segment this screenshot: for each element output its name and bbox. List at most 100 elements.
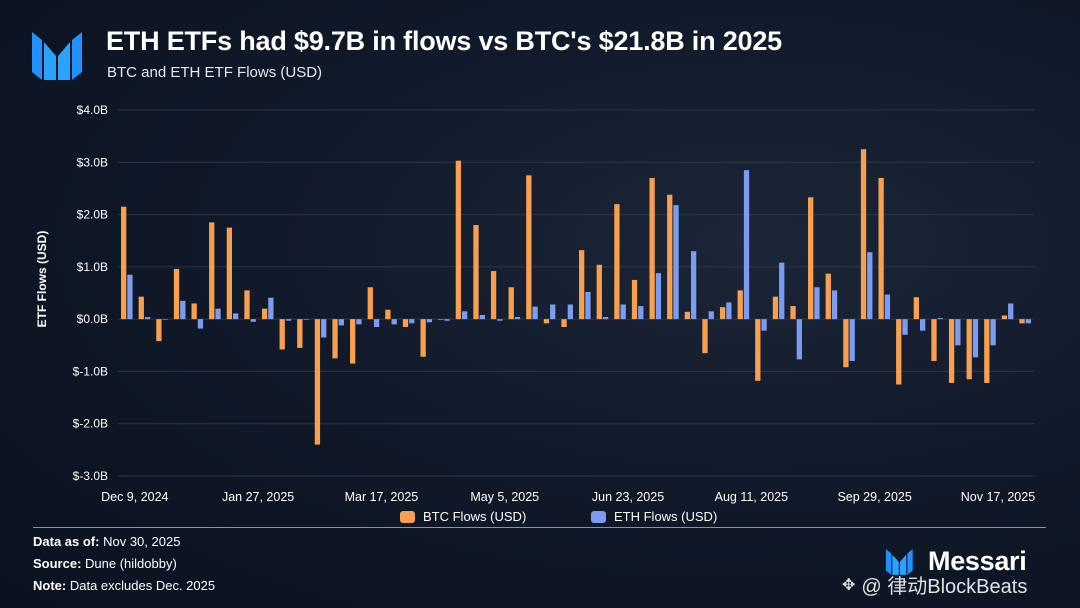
eth-bar <box>391 319 397 325</box>
btc-bar <box>825 273 831 320</box>
eth-bar <box>673 205 679 320</box>
eth-bar <box>743 170 750 320</box>
btc-bar <box>719 307 726 320</box>
legend-item-btc: BTC Flows (USD) <box>400 509 526 524</box>
btc-bar <box>244 290 250 320</box>
legend-swatch-eth <box>591 510 606 523</box>
eth-bar <box>233 313 239 320</box>
btc-bar <box>508 287 514 320</box>
btc-bar <box>878 177 884 320</box>
btc-bar <box>261 308 268 320</box>
brand-name: Messari <box>928 546 1027 576</box>
x-tick-label: Jan 27, 2025 <box>222 490 294 504</box>
btc-bar <box>896 319 902 385</box>
eth-bar <box>937 318 943 320</box>
eth-bar <box>920 319 926 331</box>
eth-bar <box>444 319 450 321</box>
btc-bar <box>596 264 602 320</box>
eth-bar <box>867 252 873 320</box>
chart-title: ETH ETFs had $9.7B in flows vs BTC's $21… <box>106 26 782 56</box>
eth-bar <box>902 319 908 335</box>
eth-bar <box>779 262 785 320</box>
eth-bar <box>180 300 186 320</box>
eth-bar <box>1008 303 1014 320</box>
eth-bar <box>285 319 292 321</box>
data-as-of-value: Nov 30, 2025 <box>103 534 181 549</box>
btc-bar <box>490 271 497 320</box>
legend-item-eth: ETH Flows (USD) <box>591 509 717 524</box>
note-value: Data excludes Dec. 2025 <box>69 578 216 593</box>
btc-bar <box>367 287 373 320</box>
btc-bar <box>438 319 444 320</box>
messari-brand-icon <box>885 548 913 575</box>
eth-bar <box>567 304 573 320</box>
eth-bar <box>268 297 274 320</box>
btc-bar <box>631 279 638 320</box>
x-tick-label: Jun 23, 2025 <box>592 490 664 504</box>
eth-bar <box>514 317 521 320</box>
btc-bar <box>543 319 550 324</box>
eth-bar <box>356 319 362 325</box>
eth-bar <box>849 319 855 361</box>
x-tick-label: Aug 11, 2025 <box>715 490 788 504</box>
eth-bar <box>321 319 327 338</box>
btc-bar <box>790 306 796 320</box>
btc-bar <box>737 290 743 320</box>
eth-bar <box>550 304 556 320</box>
btc-bar <box>420 319 426 357</box>
btc-bar <box>614 204 620 320</box>
x-tick-label: Sep 29, 2025 <box>837 490 911 504</box>
eth-bar <box>532 306 538 320</box>
chart-subtitle: BTC and ETH ETF Flows (USD) <box>107 64 323 81</box>
btc-bar <box>191 303 197 320</box>
btc-bar <box>138 296 144 320</box>
btc-bar <box>913 297 919 320</box>
y-tick-label: $-1.0B <box>73 364 108 378</box>
btc-bar <box>1001 315 1008 320</box>
y-tick-label: $-3.0B <box>73 469 108 483</box>
eth-bar <box>409 319 415 324</box>
btc-bar <box>297 319 303 348</box>
btc-bar <box>455 160 461 320</box>
source-value: Dune (hildobby) <box>85 556 177 571</box>
btc-bar <box>156 319 162 342</box>
brand-logo: Messari <box>884 546 1027 577</box>
eth-bar <box>373 319 380 327</box>
eth-bar <box>462 311 468 320</box>
eth-bar <box>620 304 626 320</box>
eth-bar <box>144 317 151 320</box>
btc-bar <box>755 319 761 381</box>
btc-bar <box>772 296 779 320</box>
eth-bar <box>761 319 767 331</box>
btc-bar <box>314 319 321 445</box>
data-as-of-label: Data as of: <box>33 534 100 549</box>
eth-bar <box>303 319 309 320</box>
footer-note: Note: Data excludes Dec. 2025 <box>33 578 215 593</box>
eth-bar <box>127 274 133 320</box>
btc-bar <box>667 194 673 320</box>
eth-bar <box>585 291 591 320</box>
btc-bar <box>173 268 180 320</box>
y-tick-label: $-2.0B <box>73 417 108 431</box>
source-label: Source: <box>33 556 82 571</box>
btc-bar <box>279 319 285 350</box>
eth-bar <box>796 319 802 360</box>
btc-bar <box>226 227 232 320</box>
btc-bar <box>702 319 708 354</box>
eth-bar <box>338 319 344 326</box>
footer-data-as-of: Data as of: Nov 30, 2025 <box>33 534 180 549</box>
eth-bar <box>426 319 433 323</box>
eth-bar <box>655 273 662 320</box>
btc-bar <box>121 206 127 320</box>
eth-bar <box>497 319 503 321</box>
eth-bar <box>831 290 838 320</box>
eth-bar <box>972 319 979 358</box>
eth-bar <box>479 314 485 320</box>
btc-bar <box>843 319 849 368</box>
btc-bar <box>984 319 990 383</box>
btc-bar <box>948 319 955 383</box>
y-tick-label: $2.0B <box>77 208 108 222</box>
eth-bar <box>708 311 714 320</box>
